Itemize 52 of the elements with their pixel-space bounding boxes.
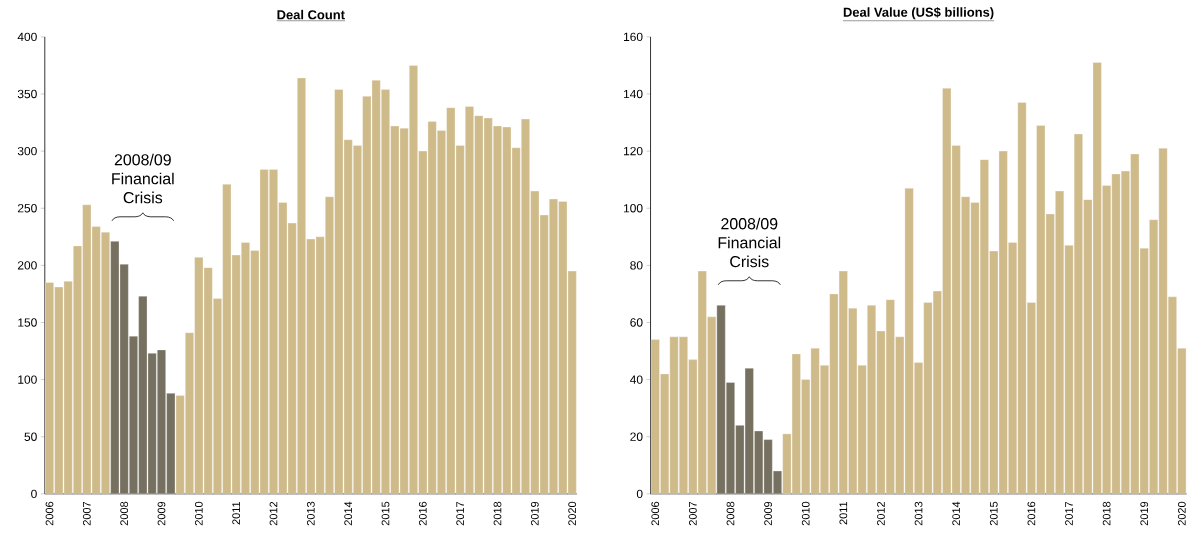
x-tick-label: 2017: [1065, 501, 1073, 526]
x-tick-label: 2008: [120, 501, 129, 526]
x-tick-label: 2019: [1140, 501, 1149, 526]
chart-title: Deal Value (US$ billions): [843, 7, 994, 20]
y-tick-label: 50: [24, 432, 37, 441]
x-tick-label: 2007: [82, 501, 91, 526]
x-tick-label: 2012: [877, 501, 885, 526]
x-tick-label: 2017: [456, 501, 465, 526]
x-tick-label: 2016: [1027, 501, 1036, 526]
x-tick-label: 2013: [306, 501, 315, 526]
x-tick-label: 2008: [726, 501, 735, 526]
y-tick-label: 0: [31, 489, 37, 499]
y-tick-label: 40: [630, 375, 643, 384]
x-tick-label: 2012: [269, 501, 278, 526]
x-tick-label: 2015: [381, 501, 390, 526]
x-tick-label: 2018: [1102, 501, 1111, 526]
y-tick-label: 140: [623, 89, 643, 99]
x-tick-label: 2010: [194, 501, 203, 526]
y-tick-label: 20: [630, 432, 643, 441]
x-tick-label: 2009: [764, 501, 772, 526]
x-tick-label: 2011: [839, 501, 848, 525]
y-tick-label: 200: [17, 261, 37, 270]
x-tick-label: 2014: [952, 501, 961, 526]
x-tick-label: 2006: [45, 501, 54, 526]
y-tick-label: 350: [17, 89, 37, 99]
annotation: 2008/09 Financial Crisis: [112, 153, 174, 204]
y-tick-label: 100: [18, 375, 37, 384]
y-tick-label: 250: [17, 204, 37, 213]
y-tick-label: 150: [18, 318, 37, 327]
x-tick-label: 2013: [914, 501, 923, 526]
y-tick-label: 400: [17, 32, 37, 42]
x-tick-label: 2016: [418, 501, 427, 526]
y-tick-label: 100: [623, 204, 643, 213]
x-tick-label: 2007: [688, 501, 697, 526]
x-tick-label: 2011: [232, 501, 241, 525]
x-tick-label: 2009: [157, 501, 166, 526]
y-tick-label: 160: [623, 32, 643, 42]
x-tick-label: 2019: [530, 501, 539, 526]
x-tick-label: 2020: [568, 501, 577, 526]
x-tick-label: 2015: [989, 501, 998, 526]
chart-title: Deal Count: [277, 9, 345, 20]
y-tick-label: 120: [623, 146, 643, 156]
annotation: 2008/09 Financial Crisis: [718, 217, 781, 268]
y-tick-label: 60: [630, 318, 643, 327]
x-tick-label: 2010: [801, 501, 810, 526]
y-tick-label: 300: [17, 146, 37, 156]
x-tick-label: 2014: [344, 501, 353, 526]
y-tick-label: 0: [636, 489, 643, 499]
x-tick-label: 2020: [1177, 501, 1186, 526]
x-tick-label: 2018: [493, 501, 502, 526]
y-tick-label: 80: [630, 261, 643, 270]
x-tick-label: 2006: [651, 501, 660, 526]
